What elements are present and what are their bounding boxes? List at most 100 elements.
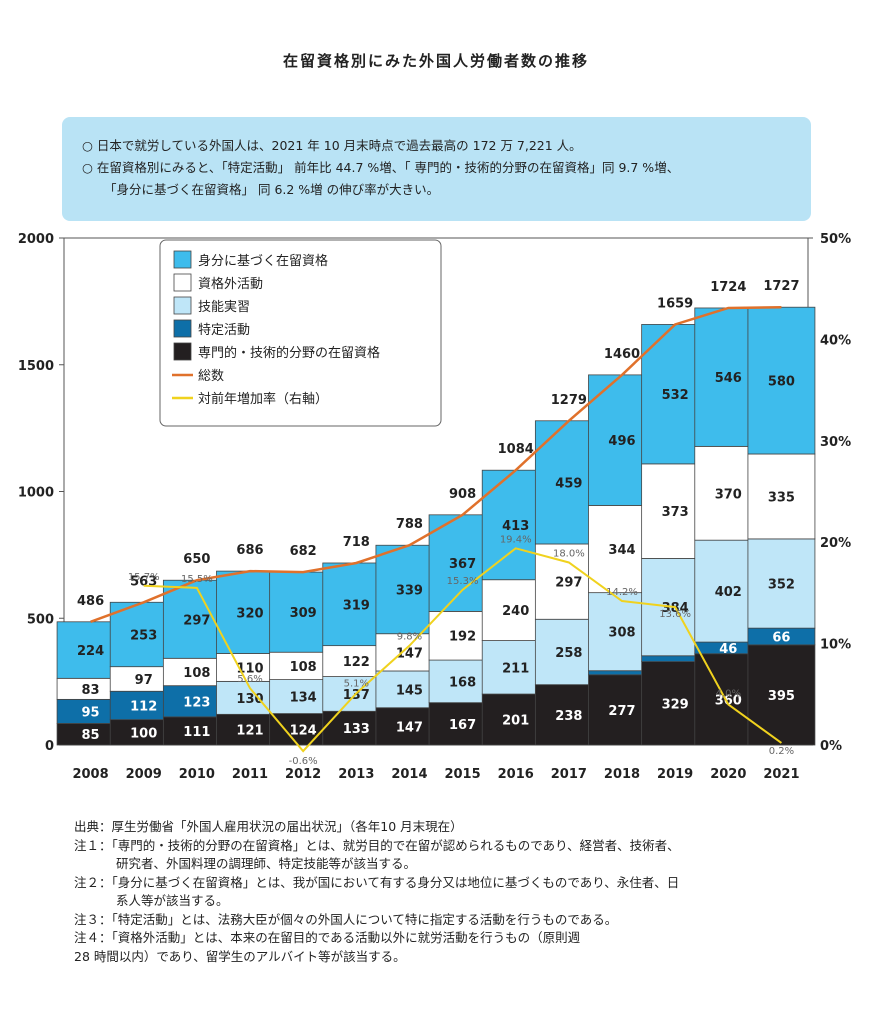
total-label: 486: [77, 594, 104, 609]
bar-value-label: 147: [396, 720, 423, 735]
bar-value-label: 83: [82, 683, 100, 698]
bar-value-label: 329: [662, 697, 689, 712]
y-tick-label: 1000: [18, 486, 54, 501]
bar-value-label: 147: [396, 646, 423, 661]
bar-value-label: 211: [502, 661, 529, 676]
bar-value-label: 277: [608, 704, 635, 719]
bar-segment: [747, 306, 816, 455]
y2-tick-label: 50%: [820, 232, 851, 247]
total-label: 908: [449, 487, 476, 502]
bar-value-label: 309: [290, 606, 317, 621]
bar-value-label: 402: [715, 585, 742, 600]
bar-value-label: 122: [343, 655, 370, 670]
bar-value-label: 335: [768, 490, 795, 505]
bar-value-label: 201: [502, 714, 529, 729]
bar-value-label: 352: [768, 578, 795, 593]
y2-tick-label: 10%: [820, 638, 851, 653]
bar-value-label: 496: [608, 434, 635, 449]
total-label: 1279: [551, 393, 587, 408]
legend-label: 総数: [198, 369, 224, 384]
growth-rate-label: 14.2%: [606, 587, 638, 598]
total-label: 788: [396, 517, 423, 532]
bar-value-label: 123: [183, 695, 210, 710]
footnote: 注３：「特定活動」とは、法務大臣が個々の外国人について特に指定する活動を行うもの…: [74, 911, 618, 927]
footnote: 注４：「資格外活動」とは、本来の在留目的である活動以外に就労活動を行うもの（原則…: [74, 930, 581, 945]
total-label: 718: [343, 535, 370, 550]
bar-value-label: 459: [555, 476, 582, 491]
growth-rate-label: 5.6%: [237, 674, 262, 685]
y-tick-label: 1500: [18, 359, 54, 374]
legend-swatch: [173, 250, 192, 269]
x-tick-label: 2017: [551, 767, 587, 782]
bar-value-label: 319: [343, 598, 370, 613]
total-label: 1084: [498, 442, 534, 457]
bar-value-label: 137: [343, 688, 370, 703]
x-tick-label: 2019: [657, 767, 693, 782]
bar-value-label: 373: [662, 505, 689, 520]
y2-tick-label: 30%: [820, 435, 851, 450]
total-label: 686: [236, 543, 263, 558]
bar-value-label: 124: [290, 723, 317, 738]
y-tick-label: 500: [27, 612, 54, 627]
summary-line: ○ 日本で就労している外国人は、2021 年 10 月末時点で過去最高の 172…: [82, 138, 582, 153]
bar-value-label: 134: [290, 691, 317, 706]
y-tick-label: 2000: [18, 232, 54, 247]
legend-label: 技能実習: [198, 299, 250, 315]
total-label: 1659: [657, 296, 693, 311]
growth-rate-label: 9.8%: [397, 632, 422, 643]
bar-value-label: 344: [608, 543, 635, 558]
bar-value-label: 112: [130, 699, 157, 714]
bar-value-label: 66: [772, 631, 790, 646]
y2-tick-label: 20%: [820, 536, 851, 551]
legend-swatch: [173, 342, 192, 361]
x-tick-label: 2014: [391, 767, 427, 782]
x-tick-label: 2015: [444, 767, 480, 782]
bar-value-label: 580: [768, 375, 795, 390]
x-tick-label: 2013: [338, 767, 374, 782]
growth-rate-label: 18.0%: [553, 548, 585, 559]
bar-value-label: 546: [715, 371, 742, 386]
legend-swatch: [173, 319, 192, 338]
growth-rate-label: 15.5%: [181, 574, 213, 585]
bar-value-label: 192: [449, 630, 476, 645]
footnotes: 出典：厚生労働省「外国人雇用状況の届出状況」（各年10 月末現在） 注１：「専門…: [74, 818, 680, 966]
bar-value-label: 297: [183, 613, 210, 628]
x-tick-label: 2018: [604, 767, 640, 782]
bar-value-label: 145: [396, 683, 423, 698]
growth-rate-label: 15.7%: [128, 572, 160, 583]
bar-value-label: 238: [555, 709, 582, 724]
legend-box: [159, 239, 442, 427]
bar-value-label: 110: [236, 661, 263, 676]
bar-value-label: 108: [183, 666, 210, 681]
summary-line: ○ 在留資格別にみると、「特定活動」 前年比 44.7 %増、「 専門的・技術的…: [82, 160, 680, 175]
bar-segment: [747, 644, 816, 746]
summary-box: ○ 日本で就労している外国人は、2021 年 10 月末時点で過去最高の 172…: [62, 117, 811, 221]
growth-rate-label: 5.1%: [344, 678, 369, 689]
legend-label: 身分に基づく在留資格: [198, 253, 328, 269]
bar-segment: [747, 538, 816, 629]
x-tick-label: 2009: [126, 767, 162, 782]
bar-value-label: 121: [236, 724, 263, 739]
total-label: 1724: [710, 280, 746, 295]
legend-swatch: [173, 273, 192, 292]
x-tick-label: 2010: [179, 767, 215, 782]
footnote: 注２：「身分に基づく在留資格」とは、我が国において有する身分又は地位に基づくもの…: [74, 874, 680, 890]
y2-tick-label: 40%: [820, 333, 851, 348]
total-label: 1727: [763, 279, 799, 294]
x-tick-label: 2020: [710, 767, 746, 782]
legend-swatch: [173, 296, 192, 315]
growth-rate-label: 0.2%: [769, 746, 794, 757]
stacked-bar-chart: 0 500 1000 1500 2000 0% 10% 20% 30% 40% 50% 2008 200…: [18, 232, 851, 782]
bar-value-label: 297: [555, 576, 582, 591]
bar-value-label: 532: [662, 388, 689, 403]
bar-value-label: 360: [715, 693, 742, 708]
bar-value-label: 224: [77, 644, 104, 659]
total-label: 650: [183, 552, 210, 567]
x-tick-label: 2012: [285, 767, 321, 782]
bar-value-label: 108: [290, 660, 317, 675]
legend-label: 特定活動: [198, 323, 250, 338]
growth-rate-line: [143, 547, 783, 753]
bar-value-label: 95: [82, 705, 100, 720]
growth-rate-label: 19.4%: [500, 534, 532, 545]
y-tick-label: 0: [45, 739, 54, 754]
